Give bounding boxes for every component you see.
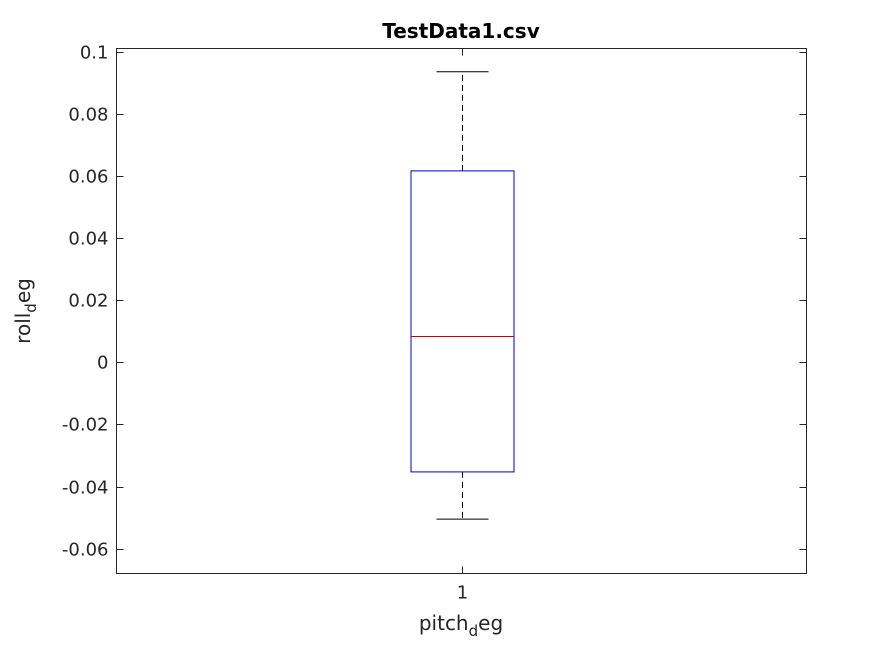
y-axis-label: rolldeg <box>11 278 40 344</box>
x-tick-label: 1 <box>457 583 468 604</box>
chart-title: TestData1.csv <box>382 19 539 43</box>
box-1 <box>410 71 515 520</box>
box-series <box>410 71 515 520</box>
y-tick-label: 0 <box>97 353 108 374</box>
x-axis: 1 <box>457 48 468 604</box>
y-tick-label: -0.06 <box>62 540 109 561</box>
y-tick-label: 0.04 <box>68 229 108 250</box>
y-tick-label: -0.04 <box>62 478 109 499</box>
plot-area <box>116 48 807 574</box>
iqr-box <box>410 170 515 473</box>
y-axis: -0.06 -0.04 -0.02 0 0.02 0.04 0.06 0.08 0.1 <box>62 43 807 561</box>
y-tick-label: 0.08 <box>68 105 108 126</box>
y-tick-label: 0.02 <box>68 291 108 312</box>
y-tick-label: -0.02 <box>62 415 109 436</box>
x-axis-label: pitchdeg <box>419 611 503 640</box>
y-tick-label: 0.06 <box>68 167 108 188</box>
y-tick-label: 0.1 <box>80 43 109 64</box>
